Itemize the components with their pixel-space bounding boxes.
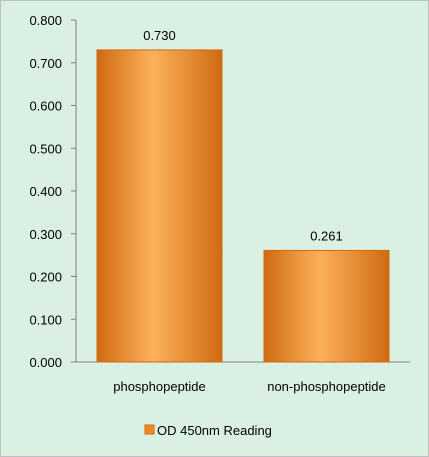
category-label-1: phosphopeptide xyxy=(113,379,206,394)
y-tick-label: 0.800 xyxy=(29,13,62,28)
legend-swatch xyxy=(144,424,155,435)
y-tick-label: 0.600 xyxy=(29,99,62,114)
y-axis-ticks: 0.000 0.100 0.200 0.300 0.400 0.500 0.600 0.700… xyxy=(29,13,76,370)
y-tick-label: 0.400 xyxy=(29,184,62,199)
legend-label: OD 450nm Reading xyxy=(157,423,272,438)
y-tick-label: 0.000 xyxy=(29,355,62,370)
data-label-2: 0.261 xyxy=(310,228,343,243)
legend: OD 450nm Reading xyxy=(144,423,272,438)
data-labels: 0.730 0.261 xyxy=(143,28,343,243)
y-tick-label: 0.200 xyxy=(29,270,62,285)
y-tick-label: 0.100 xyxy=(29,312,62,327)
x-axis-categories: phosphopeptide non-phosphopeptide xyxy=(113,379,386,394)
bar-1 xyxy=(96,49,223,363)
y-tick-label: 0.500 xyxy=(29,141,62,156)
y-tick-label: 0.700 xyxy=(29,56,62,71)
bars xyxy=(96,49,390,363)
data-label-1: 0.730 xyxy=(143,28,176,43)
y-tick-label: 0.300 xyxy=(29,227,62,242)
bar-2 xyxy=(263,249,390,363)
category-label-2: non-phosphopeptide xyxy=(267,379,386,394)
